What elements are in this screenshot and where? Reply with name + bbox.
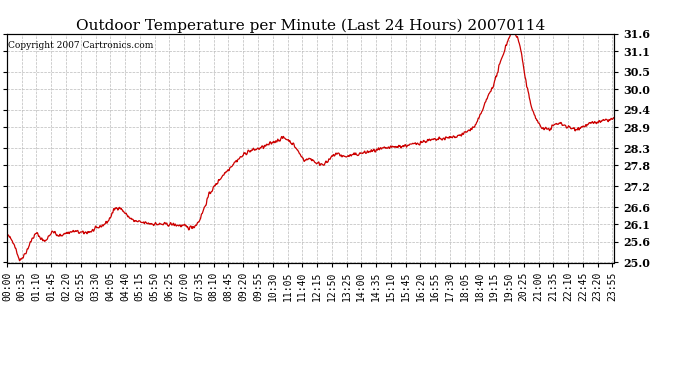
Text: Copyright 2007 Cartronics.com: Copyright 2007 Cartronics.com — [8, 40, 153, 50]
Title: Outdoor Temperature per Minute (Last 24 Hours) 20070114: Outdoor Temperature per Minute (Last 24 … — [76, 18, 545, 33]
